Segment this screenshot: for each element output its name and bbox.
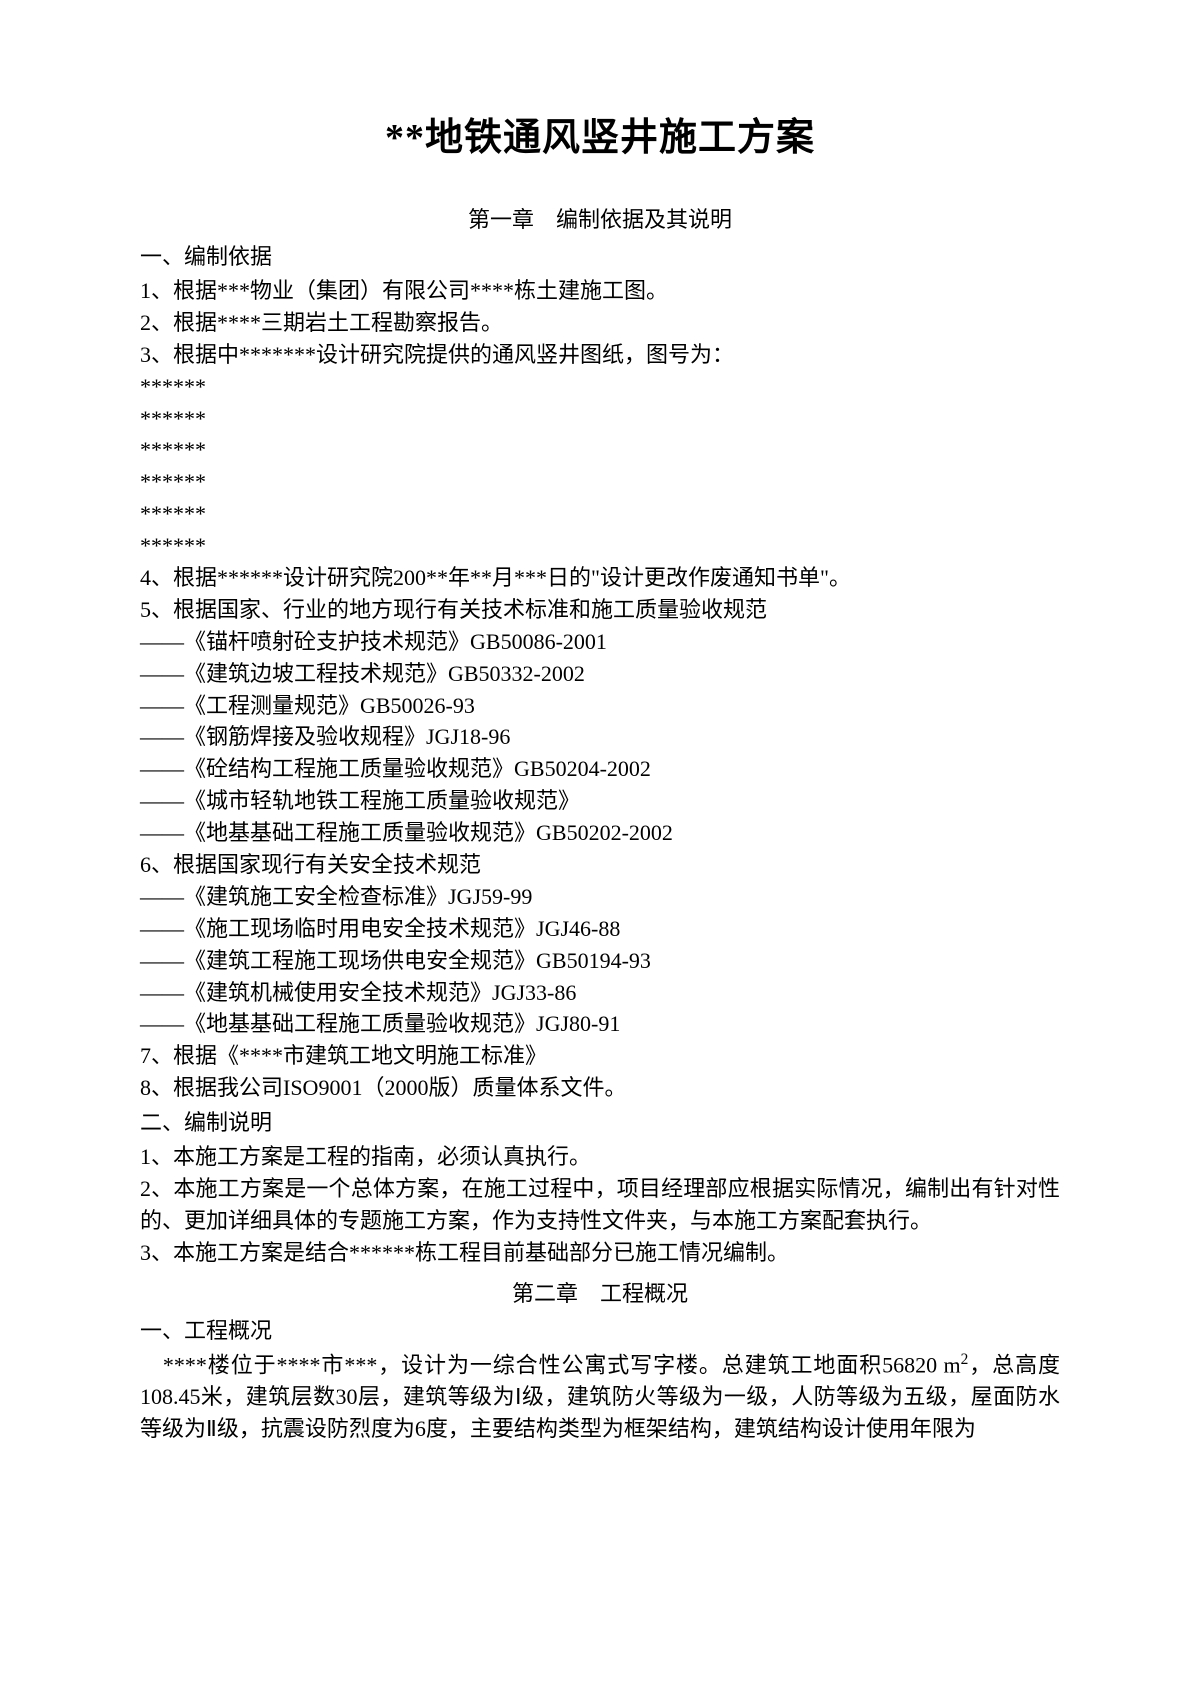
section2-1-heading: 一、工程概况 xyxy=(140,1314,1060,1347)
chapter1-heading: 第一章 编制依据及其说明 xyxy=(140,203,1060,236)
standard-item: ——《工程测量规范》GB50026-93 xyxy=(140,690,1060,722)
standard-item: ——《钢筋焊接及验收规程》JGJ18-96 xyxy=(140,721,1060,753)
basis-item-3: 3、根据中*******设计研究院提供的通风竖井图纸，图号为： xyxy=(140,339,1060,371)
basis-item-7: 7、根据《****市建筑工地文明施工标准》 xyxy=(140,1040,1060,1072)
document-title: **地铁通风竖井施工方案 xyxy=(140,110,1060,167)
standard-item: ——《建筑边坡工程技术规范》GB50332-2002 xyxy=(140,658,1060,690)
safety-standard-item: ——《建筑施工安全检查标准》JGJ59-99 xyxy=(140,881,1060,913)
basis-item-5: 5、根据国家、行业的地方现行有关技术标准和施工质量验收规范 xyxy=(140,594,1060,626)
stars-line: ****** xyxy=(140,498,1060,530)
basis-item-1: 1、根据***物业（集团）有限公司****栋土建施工图。 xyxy=(140,275,1060,307)
explanation-item-1: 1、本施工方案是工程的指南，必须认真执行。 xyxy=(140,1141,1060,1173)
stars-line: ****** xyxy=(140,371,1060,403)
stars-line: ****** xyxy=(140,466,1060,498)
safety-standard-item: ——《建筑工程施工现场供电安全规范》GB50194-93 xyxy=(140,945,1060,977)
standard-item: ——《城市轻轨地铁工程施工质量验收规范》 xyxy=(140,785,1060,817)
basis-item-6: 6、根据国家现行有关安全技术规范 xyxy=(140,849,1060,881)
safety-standard-item: ——《地基基础工程施工质量验收规范》JGJ80-91 xyxy=(140,1008,1060,1040)
explanation-item-3: 3、本施工方案是结合******栋工程目前基础部分已施工情况编制。 xyxy=(140,1237,1060,1269)
section1-2-heading: 二、编制说明 xyxy=(140,1106,1060,1139)
safety-standard-item: ——《施工现场临时用电安全技术规范》JGJ46-88 xyxy=(140,913,1060,945)
para1-pre: ****楼位于****市***，设计为一综合性公寓式写字楼。总建筑工地面积568… xyxy=(140,1352,961,1377)
project-overview-para: ****楼位于****市***，设计为一综合性公寓式写字楼。总建筑工地面积568… xyxy=(140,1349,1060,1445)
safety-standard-item: ——《建筑机械使用安全技术规范》JGJ33-86 xyxy=(140,977,1060,1009)
chapter2-heading: 第二章 工程概况 xyxy=(140,1277,1060,1310)
explanation-item-2: 2、本施工方案是一个总体方案，在施工过程中，项目经理部应根据实际情况，编制出有针… xyxy=(140,1173,1060,1237)
basis-item-4: 4、根据******设计研究院200**年**月***日的"设计更改作废通知书单… xyxy=(140,562,1060,594)
stars-line: ****** xyxy=(140,530,1060,562)
standard-item: ——《地基基础工程施工质量验收规范》GB50202-2002 xyxy=(140,817,1060,849)
stars-line: ****** xyxy=(140,434,1060,466)
stars-line: ****** xyxy=(140,403,1060,435)
standard-item: ——《锚杆喷射砼支护技术规范》GB50086-2001 xyxy=(140,626,1060,658)
basis-item-2: 2、根据****三期岩土工程勘察报告。 xyxy=(140,307,1060,339)
basis-item-8: 8、根据我公司ISO9001（2000版）质量体系文件。 xyxy=(140,1072,1060,1104)
section1-1-heading: 一、编制依据 xyxy=(140,240,1060,273)
standard-item: ——《砼结构工程施工质量验收规范》GB50204-2002 xyxy=(140,753,1060,785)
